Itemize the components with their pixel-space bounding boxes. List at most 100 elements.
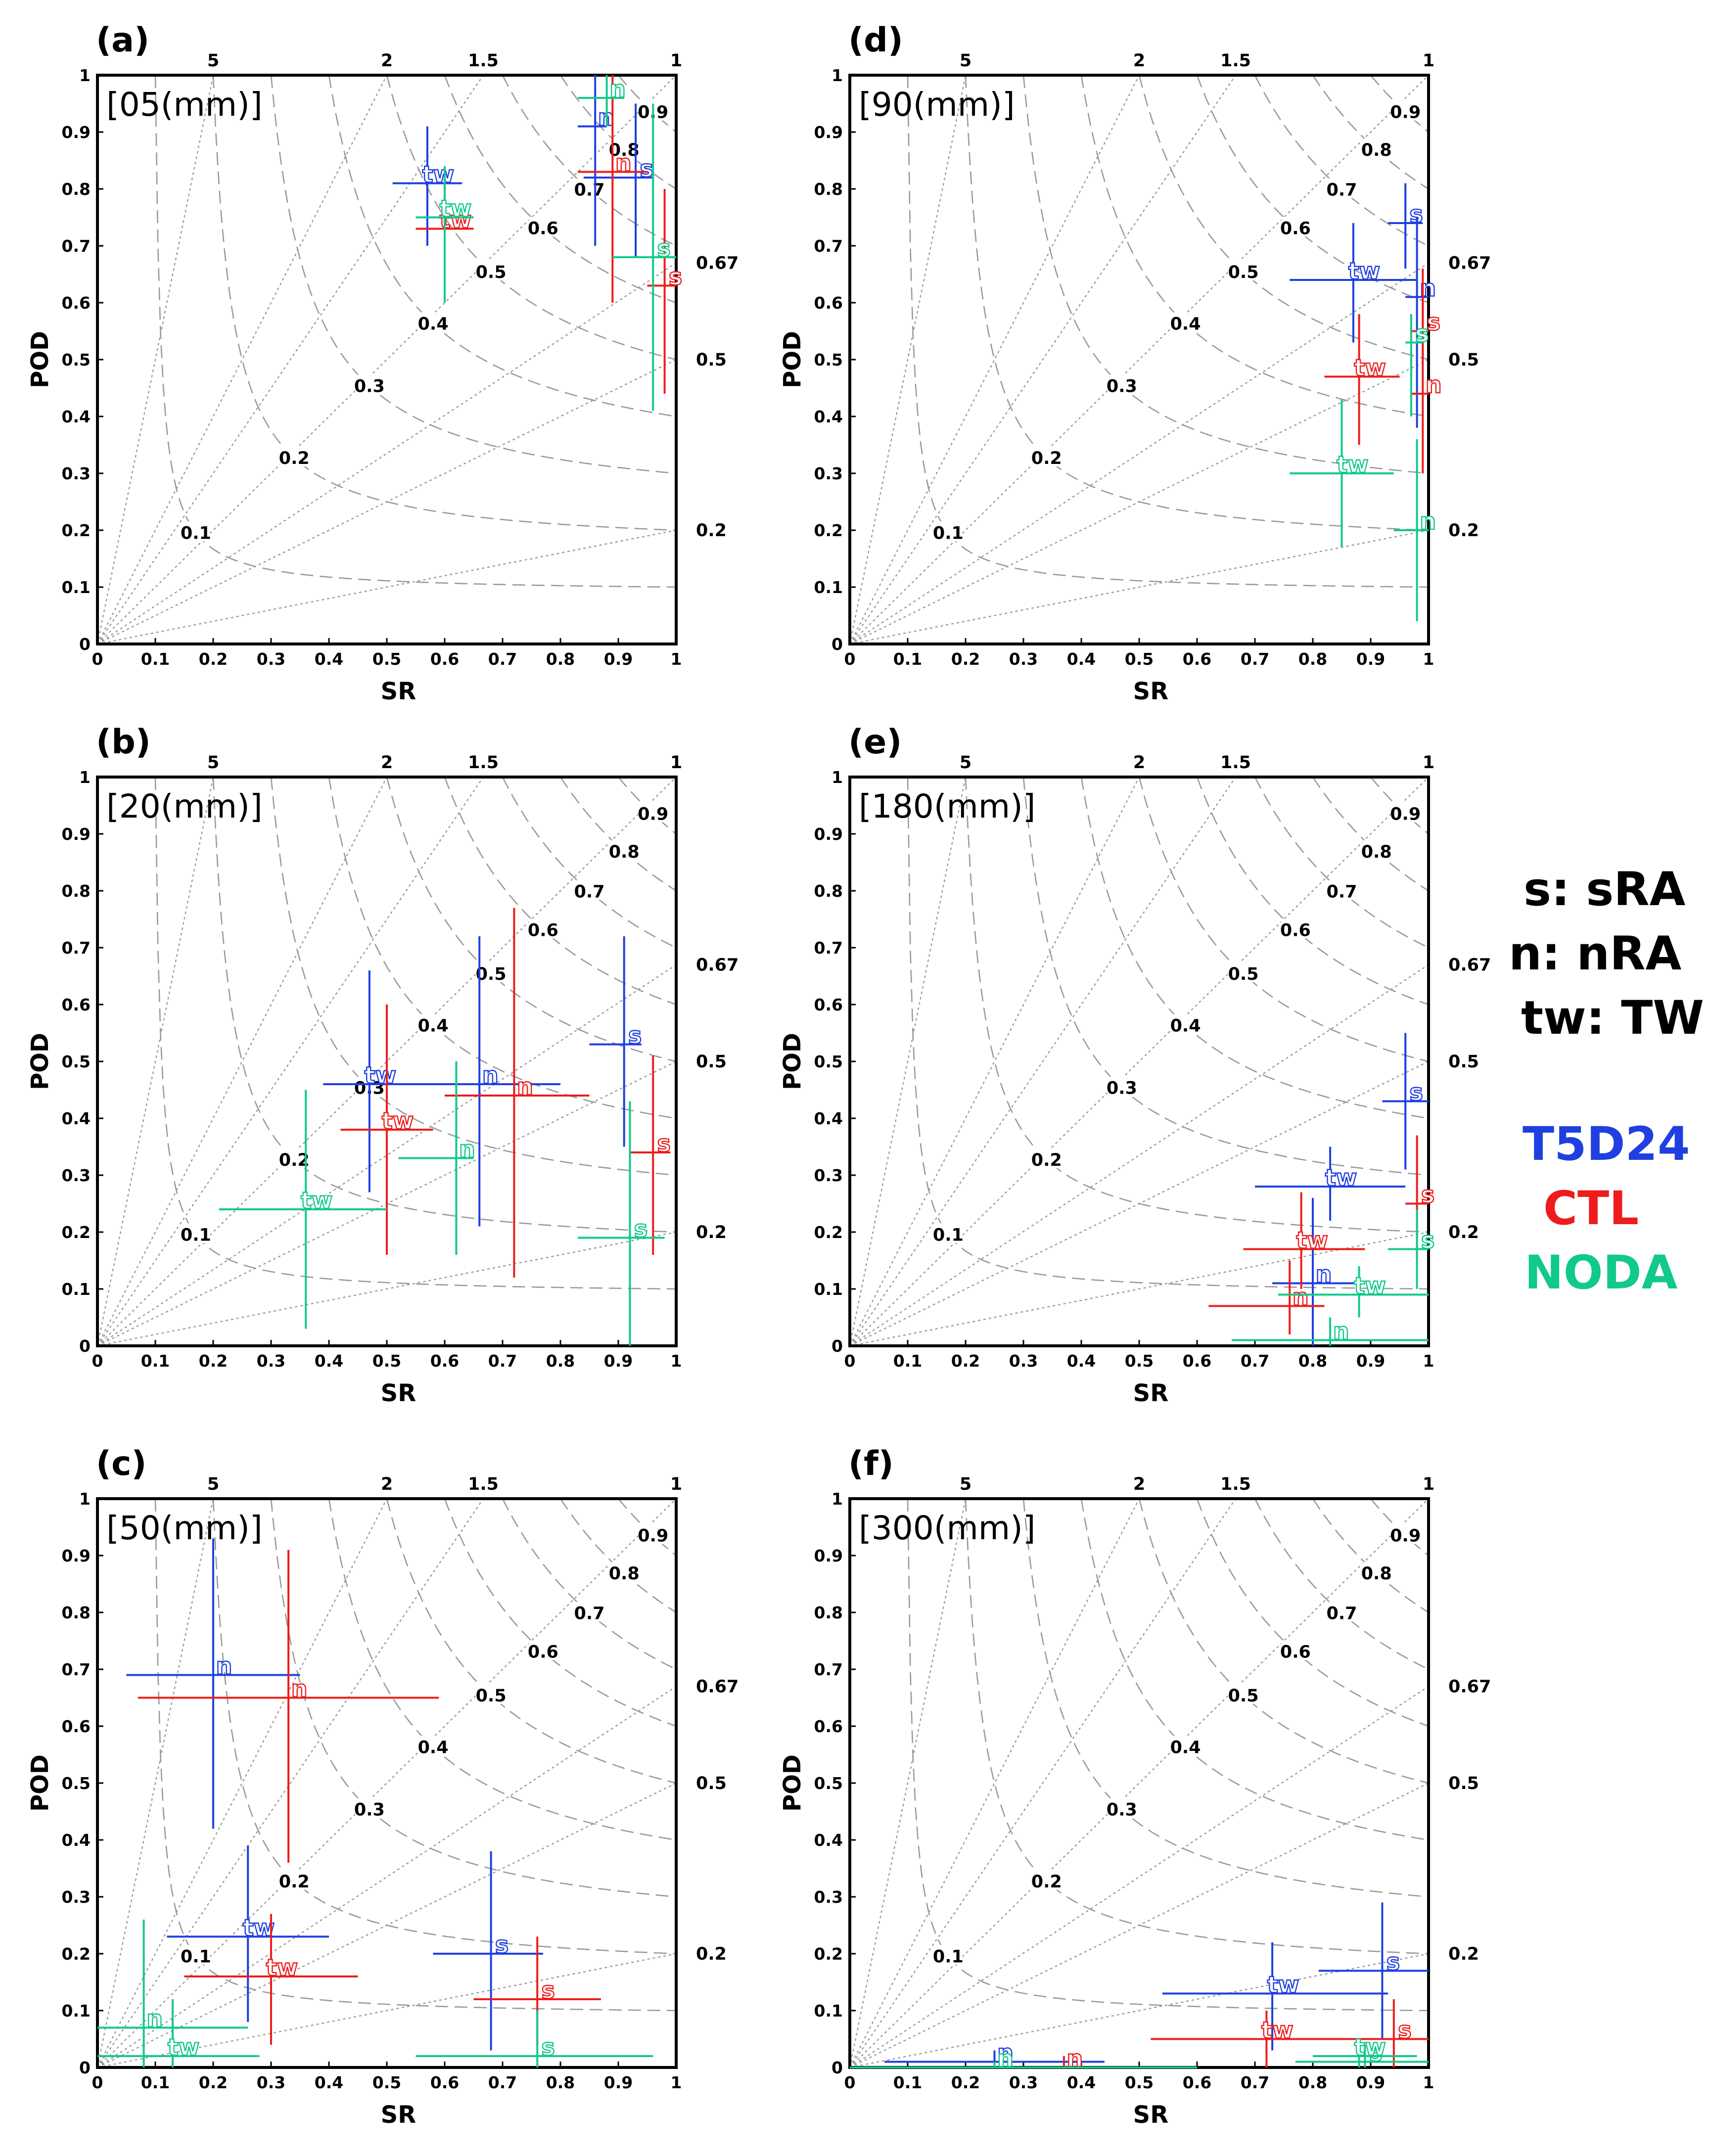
csi-curve xyxy=(1080,1499,1429,1841)
csi-label-bg xyxy=(1107,1798,1136,1818)
panel-letter: (d) xyxy=(848,21,903,60)
bias-line xyxy=(97,75,484,644)
csi-label: 0.4 xyxy=(418,314,449,334)
csi-label-bg xyxy=(418,312,448,332)
bias-line xyxy=(850,1953,1429,2067)
csi-label-bg xyxy=(1229,1684,1258,1704)
point-marker-label: tw xyxy=(1348,258,1381,284)
x-tick-label: 0.4 xyxy=(1067,1351,1096,1371)
x-tick-label: 0.8 xyxy=(1298,649,1327,669)
bias-line xyxy=(97,1499,214,2067)
x-tick-label: 0.7 xyxy=(488,1351,517,1371)
x-tick-label: 0.8 xyxy=(546,1351,575,1371)
bias-line xyxy=(850,964,1429,1346)
y-tick-label: 1 xyxy=(79,1489,91,1509)
y-tick-label: 1 xyxy=(832,66,843,85)
csi-label-bg xyxy=(476,261,506,281)
csi-label-bg xyxy=(476,963,506,983)
point-marker-label: s xyxy=(542,2034,555,2061)
y-tick-label: 0.4 xyxy=(814,407,843,426)
threshold-label: [180(mm)] xyxy=(859,787,1036,826)
x-tick-label: 0.9 xyxy=(1356,1351,1385,1371)
bias-line xyxy=(97,75,214,644)
x-axis-title: SR xyxy=(381,678,416,705)
y-tick-label: 0.4 xyxy=(62,1109,91,1128)
y-tick-label: 0.3 xyxy=(62,464,91,483)
data-point-t5d24-s: s xyxy=(433,1851,543,2051)
y-tick-label: 1 xyxy=(79,66,91,85)
panel-e: 0 0.1 0.2 0.3 0.4 0.5 0.6 0.7 0.8 0.9 100.10.20.30… xyxy=(779,723,1491,1407)
csi-label-bg xyxy=(1281,1640,1310,1660)
bias-line xyxy=(97,1499,388,2067)
csi-label: 0.4 xyxy=(418,1016,449,1036)
x-tick-label: 0.6 xyxy=(1183,1351,1211,1371)
bias-label: 1 xyxy=(1423,753,1434,773)
threshold-label: [300(mm)] xyxy=(859,1509,1036,1547)
y-axis-title: POD xyxy=(779,1754,806,1812)
data-point-noda-tw: tw xyxy=(1290,399,1394,548)
bias-label: 0.5 xyxy=(696,1774,727,1793)
y-tick-label: 0 xyxy=(79,2058,91,2077)
csi-label: 0.7 xyxy=(574,1604,604,1624)
legend-symbol-n: n: nRA xyxy=(1509,927,1682,981)
csi-label-bg xyxy=(575,1602,604,1622)
data-point-ctl-s: s xyxy=(1405,1135,1435,1261)
csi-label: 0.9 xyxy=(1390,1526,1421,1546)
x-tick-label: 0.4 xyxy=(1067,2073,1096,2092)
grid-lines xyxy=(97,1499,676,2067)
csi-label-bg xyxy=(1171,312,1200,332)
csi-curve xyxy=(270,777,676,1176)
data-point-t5d24-n: n xyxy=(578,75,615,246)
csi-curve xyxy=(1080,75,1429,417)
csi-label-bg xyxy=(1327,880,1356,900)
csi-curve xyxy=(328,777,676,1119)
csi-label: 0.6 xyxy=(1280,920,1311,940)
csi-label-bg xyxy=(181,521,210,542)
legend-model-t5d24: T5D24 xyxy=(1523,1117,1690,1171)
x-tick-label: 0.9 xyxy=(604,2073,633,2092)
point-marker-label: s xyxy=(640,155,653,182)
bias-line xyxy=(850,1499,967,2067)
x-tick-label: 0.7 xyxy=(1241,649,1269,669)
y-tick-label: 0.6 xyxy=(62,995,91,1014)
csi-label-bg xyxy=(1281,918,1310,939)
data-point-t5d24-s: s xyxy=(1318,1902,1429,2039)
csi-label: 0.2 xyxy=(279,1150,310,1170)
bias-line xyxy=(97,1499,484,2067)
y-tick-label: 0.8 xyxy=(814,180,843,199)
csi-label: 0.4 xyxy=(1170,1738,1201,1757)
csi-label: 0.1 xyxy=(181,1225,211,1245)
threshold-label: [05(mm)] xyxy=(106,86,263,124)
csi-label-bg xyxy=(933,521,963,542)
y-tick-label: 0.7 xyxy=(814,236,843,256)
data-point-t5d24-tw: tw xyxy=(392,126,462,246)
bias-label: 0.2 xyxy=(1448,521,1479,541)
point-marker-label: s xyxy=(1427,309,1440,336)
y-tick-label: 1 xyxy=(79,768,91,787)
bias-label: 1 xyxy=(1423,1474,1434,1494)
csi-curve xyxy=(1022,1499,1429,1898)
legend-model-ctl: CTL xyxy=(1543,1182,1639,1236)
y-tick-label: 0.8 xyxy=(62,881,91,901)
data-point-t5d24-s: s xyxy=(589,936,643,1147)
bias-line xyxy=(97,777,214,1346)
csi-curve xyxy=(444,777,676,1006)
x-tick-label: 0.6 xyxy=(430,649,459,669)
bias-line xyxy=(97,75,388,644)
x-tick-label: 0.9 xyxy=(1356,649,1385,669)
bias-line xyxy=(97,262,676,644)
data-point-noda-tw: tw xyxy=(219,1090,387,1329)
y-tick-label: 0.8 xyxy=(814,1603,843,1622)
point-marker-label: tw xyxy=(422,161,455,188)
bias-label: 0.2 xyxy=(696,1944,727,1964)
figure-legend: s: sRA n: nRA tw: TW T5D24 CTL NODA xyxy=(1509,863,1704,1300)
bias-label: 2 xyxy=(1133,753,1145,773)
bias-label: 2 xyxy=(381,51,393,71)
csi-label: 0.8 xyxy=(609,140,640,160)
threshold-label: [20(mm)] xyxy=(106,787,263,826)
y-tick-label: 0.5 xyxy=(62,1774,91,1793)
point-marker-label: tw xyxy=(1261,2017,1294,2044)
x-tick-label: 1 xyxy=(671,649,682,669)
x-tick-label: 0.2 xyxy=(199,649,228,669)
